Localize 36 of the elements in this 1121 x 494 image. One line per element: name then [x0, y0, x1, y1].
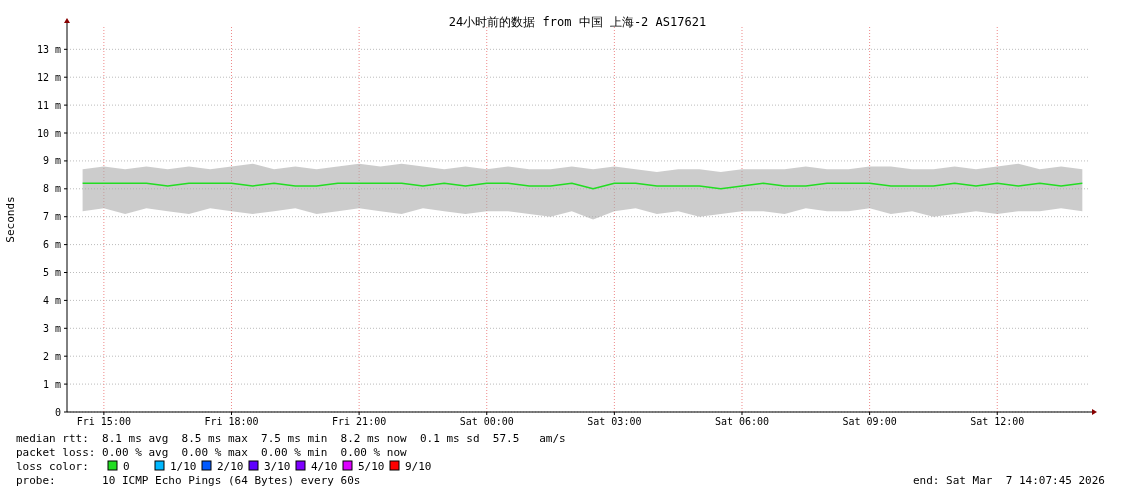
y-tick-label: 0 [54, 406, 61, 418]
text: 4/10 [311, 460, 338, 473]
x-tick-label: Fri 18:00 [204, 416, 259, 427]
text: median rtt: 8.1 ms avg 8.5 ms max 7.5 ms min 8.2 ms now 0.1 ms sd 57.5 am/s [16, 432, 566, 445]
y-axis-title: Seconds [4, 196, 17, 243]
text: 3/10 [264, 460, 291, 473]
x-tick-label: Sat 00:00 [459, 416, 514, 427]
y-tick-label: 9 m [42, 155, 61, 167]
y-tick-label: 6 m [42, 239, 61, 251]
text: 2/10 [217, 460, 244, 473]
text: end: Sat Mar 7 14:07:45 2026 [912, 474, 1105, 487]
x-tick-label: Sat 12:00 [970, 416, 1025, 427]
x-tick-label: Fri 15:00 [76, 416, 131, 427]
y-tick-label: 2 m [42, 350, 61, 362]
text: 0 [123, 460, 130, 473]
y-tick-label: 1 m [42, 378, 61, 390]
chart-title: 24小时前的数据 from 中国 上海-2 AS17621 [448, 15, 707, 29]
x-tick-label: Sat 03:00 [587, 416, 642, 427]
y-tick-label: 11 m [36, 99, 61, 111]
x-tick-label: Sat 06:00 [714, 416, 770, 427]
text: 1/10 [170, 460, 197, 473]
text: 5/10 [358, 460, 385, 473]
x-tick-label: Sat 09:00 [842, 416, 897, 427]
y-tick-label: 12 m [36, 71, 61, 83]
y-tick-label: 3 m [42, 322, 61, 334]
text: probe: 10 ICMP Echo Pings (64 Bytes) every 60s [16, 474, 361, 487]
y-tick-label: 5 m [42, 267, 61, 279]
y-tick-label: 10 m [36, 127, 61, 139]
text: packet loss: 0.00 % avg 0.00 % max 0.00 % min 0.00 % now [16, 446, 408, 459]
y-tick-label: 8 m [42, 183, 61, 195]
text: loss color: [16, 460, 89, 473]
y-tick-label: 13 m [36, 43, 61, 55]
y-tick-label: 7 m [42, 211, 61, 223]
x-tick-label: Fri 21:00 [332, 416, 387, 427]
text: 9/10 [405, 460, 432, 473]
y-tick-label: 4 m [42, 294, 61, 306]
